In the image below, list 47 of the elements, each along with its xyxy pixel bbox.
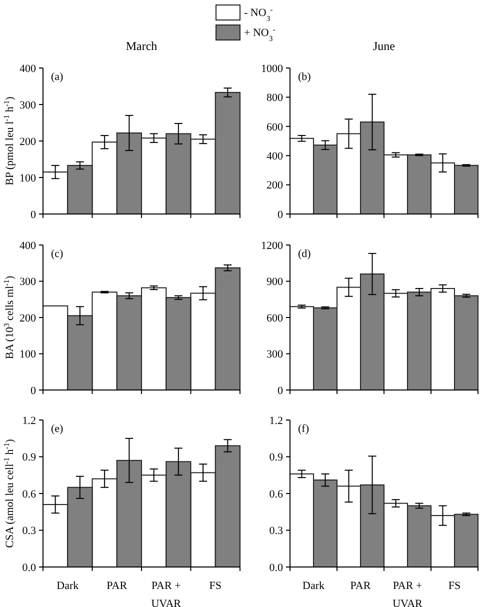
y-tick-label: 0.0 xyxy=(269,562,284,574)
chart-title: March xyxy=(126,39,158,53)
y-tick-label: 200 xyxy=(20,136,36,148)
y-tick-label: 200 xyxy=(20,312,36,324)
x-tick-label: FS xyxy=(209,580,222,592)
y-tick-label: 400 xyxy=(266,150,284,162)
y-tick-label: 0.9 xyxy=(269,452,284,464)
annotation: (b) xyxy=(298,71,312,83)
y-tick-label: 600 xyxy=(266,312,284,324)
y-tick-label: 300 xyxy=(266,348,284,361)
y-tick-label: 800 xyxy=(266,92,284,104)
y-tick-label: 1000 xyxy=(261,62,284,75)
y-tick-label: 100 xyxy=(20,348,36,361)
y-tick-label: 400 xyxy=(20,240,36,252)
annotation: (c) xyxy=(51,248,64,260)
y-tick-label: 100 xyxy=(20,172,36,184)
y-tick-label: 0 xyxy=(30,208,36,221)
annotation: (e) xyxy=(51,423,64,435)
y-tick-label: 0.6 xyxy=(269,488,284,500)
y-tick-label: 1.2 xyxy=(22,414,36,427)
x-tick-label: PAR xyxy=(350,580,372,592)
y-tick-label: 1.2 xyxy=(269,414,283,427)
y-tick-label: 900 xyxy=(266,276,284,288)
chart-title: June xyxy=(373,39,395,53)
annotation: (a) xyxy=(51,71,64,83)
x-tick-label: PAR xyxy=(106,580,128,592)
y-tick-label: 300 xyxy=(20,276,36,288)
y-tick-label: 400 xyxy=(20,62,36,75)
annotation: (f) xyxy=(298,423,310,435)
annotation: (d) xyxy=(298,248,312,260)
y-tick-label: 0 xyxy=(30,384,36,397)
x-tick-label: Dark xyxy=(56,580,80,592)
y-tick-label: 200 xyxy=(266,180,284,192)
y-tick-label: 0.3 xyxy=(269,525,284,538)
x-tick-label: FS xyxy=(448,580,461,592)
x-tick-label: PAR + UVAR xyxy=(151,580,182,607)
y-tick-label: 0 xyxy=(278,384,284,397)
x-tick-label: Dark xyxy=(302,580,325,592)
y-tick-label: 0.0 xyxy=(22,562,36,574)
y-tick-label: 1200 xyxy=(261,240,284,252)
y-tick-label: 0 xyxy=(278,208,284,221)
y-tick-label: 300 xyxy=(20,99,36,112)
x-tick-label: PAR + UVAR xyxy=(392,580,424,607)
y-tick-label: 0.6 xyxy=(22,488,36,500)
y-tick-label: 600 xyxy=(266,121,284,134)
y-tick-label: 0.3 xyxy=(22,525,36,538)
y-tick-label: 0.9 xyxy=(22,452,36,464)
